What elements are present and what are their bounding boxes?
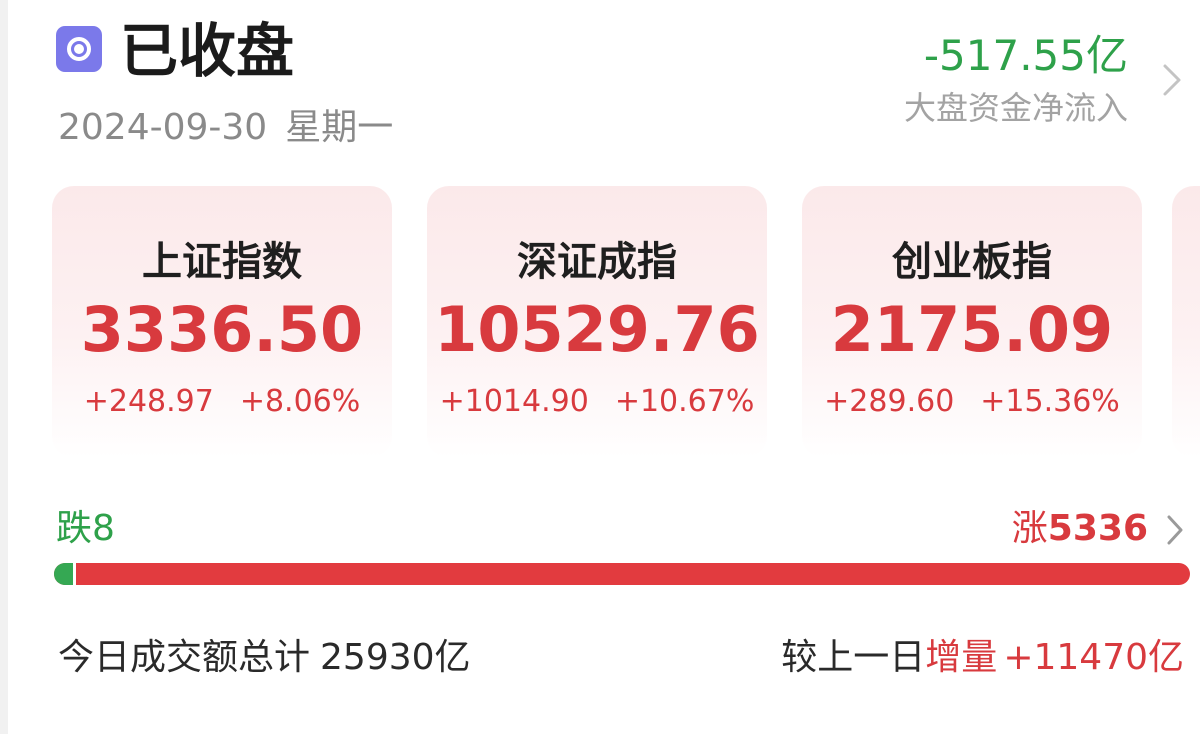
market-status: 已收盘: [120, 17, 295, 85]
index-change: +248.97: [83, 384, 214, 419]
decline-portion: [54, 563, 76, 585]
index-card-chinext[interactable]: 创业板指 2175.09 +289.60 +15.36%: [802, 186, 1142, 458]
index-percent: +8.06%: [239, 384, 361, 419]
advancers-count[interactable]: 涨5336: [1012, 506, 1148, 552]
turnover-compare: 较上一日增量 +11470亿: [781, 634, 1184, 682]
index-value: 10529.76: [434, 293, 760, 366]
increase-value: +11470亿: [1003, 637, 1184, 678]
advancers-label: 涨: [1011, 508, 1048, 549]
index-changes: +248.97 +8.06%: [52, 382, 392, 422]
increase-label: 增量: [925, 637, 998, 678]
advance-decline-bar: [54, 563, 1190, 585]
index-card-partial[interactable]: [1172, 186, 1200, 458]
chevron-right-icon[interactable]: [1164, 512, 1186, 548]
index-name: 深证成指: [517, 239, 677, 285]
index-changes: +289.60 +15.36%: [802, 382, 1142, 422]
trade-date: 2024-09-30: [58, 107, 268, 148]
decliners-label: 跌: [56, 508, 93, 549]
index-value: 2175.09: [830, 293, 1114, 366]
index-change: +289.60: [824, 384, 955, 419]
record-stop-icon: [56, 26, 102, 72]
left-edge-divider: [0, 0, 8, 734]
index-name: 上证指数: [142, 239, 302, 285]
index-percent: +15.36%: [980, 384, 1120, 419]
turnover-total: 今日成交额总计 25930亿: [58, 634, 471, 682]
index-changes: +1014.90 +10.67%: [427, 382, 767, 422]
compare-label: 较上一日: [781, 637, 926, 678]
trade-date-line: 2024-09-30 星期一: [58, 104, 393, 152]
advancers-number: 5336: [1047, 508, 1148, 549]
chevron-right-icon[interactable]: [1160, 60, 1184, 100]
index-value: 3336.50: [80, 293, 364, 366]
turnover-value: 25930亿: [320, 637, 471, 678]
weekday: 星期一: [285, 107, 394, 148]
net-inflow-value[interactable]: -517.55亿: [923, 31, 1128, 80]
index-percent: +10.67%: [614, 384, 755, 419]
decliners-count[interactable]: 跌8: [56, 506, 115, 552]
index-card-shanghai[interactable]: 上证指数 3336.50 +248.97 +8.06%: [52, 186, 392, 458]
turnover-label: 今日成交额总计: [58, 637, 311, 678]
index-name: 创业板指: [892, 239, 1052, 285]
index-card-shenzhen[interactable]: 深证成指 10529.76 +1014.90 +10.67%: [427, 186, 767, 458]
net-inflow-label[interactable]: 大盘资金净流入: [903, 89, 1128, 127]
decliners-number: 8: [92, 508, 115, 549]
index-change: +1014.90: [439, 384, 589, 419]
